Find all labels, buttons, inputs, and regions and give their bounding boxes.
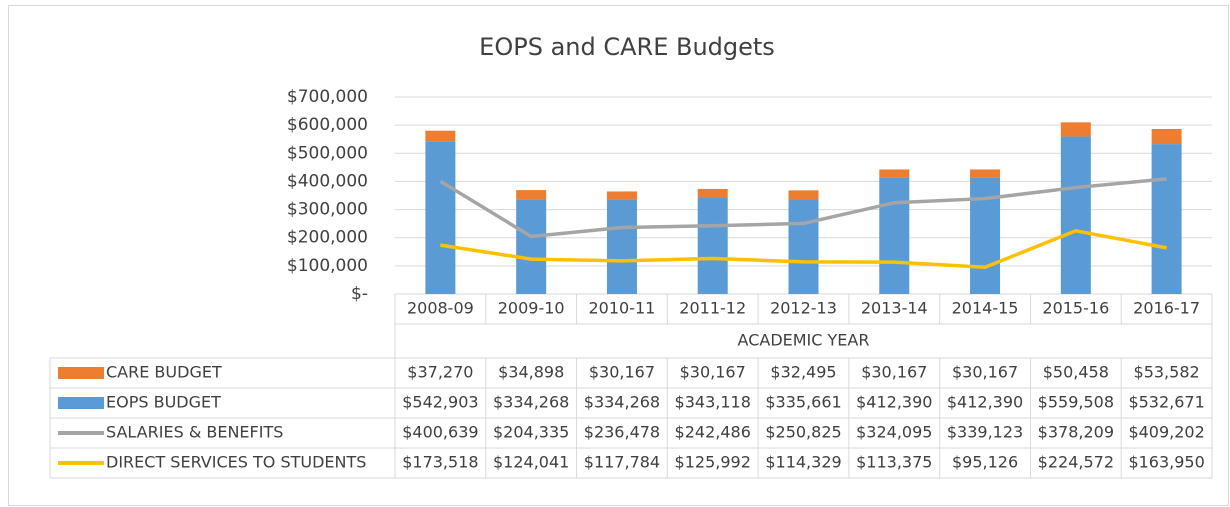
data-label: $30,167 [589, 363, 655, 382]
data-label: $334,268 [584, 393, 660, 412]
data-label: $53,582 [1134, 363, 1200, 382]
legend-label: EOPS BUDGET [106, 393, 221, 412]
data-label: $334,268 [493, 393, 569, 412]
data-label: $224,572 [1038, 453, 1114, 472]
bar [425, 130, 456, 142]
data-label: $34,898 [498, 363, 564, 382]
bar [1151, 144, 1182, 294]
data-label: $242,486 [675, 423, 751, 442]
x-axis-label: ACADEMIC YEAR [738, 331, 870, 350]
data-label: $113,375 [856, 453, 932, 472]
y-tick-label: $400,000 [287, 171, 368, 191]
data-label: $378,209 [1038, 423, 1114, 442]
x-tick-label: 2012-13 [770, 299, 837, 318]
bar [516, 190, 547, 200]
y-tick-label: $700,000 [287, 87, 368, 107]
data-label: $30,167 [952, 363, 1018, 382]
data-label: $324,095 [856, 423, 932, 442]
bar [697, 197, 728, 294]
data-label: $114,329 [765, 453, 841, 472]
y-tick-label: $500,000 [287, 143, 368, 163]
data-label: $163,950 [1128, 453, 1204, 472]
x-tick-label: 2016-17 [1133, 299, 1200, 318]
y-tick-label: $- [351, 284, 368, 304]
x-tick-label: 2009-10 [498, 299, 565, 318]
data-label: $30,167 [680, 363, 746, 382]
data-label: $343,118 [675, 393, 751, 412]
bar [1151, 129, 1182, 145]
legend-label: DIRECT SERVICES TO STUDENTS [106, 453, 366, 472]
bar [425, 141, 456, 294]
data-label: $542,903 [402, 393, 478, 412]
data-label: $173,518 [402, 453, 478, 472]
data-label: $30,167 [861, 363, 927, 382]
line [440, 229, 1167, 269]
x-tick-label: 2013-14 [861, 299, 928, 318]
legend-label: SALARIES & BENEFITS [106, 423, 283, 442]
bar [516, 199, 547, 294]
data-label: $204,335 [493, 423, 569, 442]
y-tick-label: $200,000 [287, 228, 368, 248]
bar [879, 169, 910, 178]
bar [697, 188, 728, 198]
legend-label: CARE BUDGET [106, 363, 222, 382]
bar [606, 191, 637, 200]
x-tick-label: 2008-09 [407, 299, 474, 318]
bar [970, 169, 1001, 178]
x-tick-label: 2015-16 [1042, 299, 1109, 318]
data-label: $50,458 [1043, 363, 1109, 382]
data-label: $117,784 [584, 453, 660, 472]
data-label: $412,390 [856, 393, 932, 412]
data-label: $124,041 [493, 453, 569, 472]
bar [788, 190, 819, 200]
data-label: $32,495 [770, 363, 836, 382]
x-tick-label: 2010-11 [589, 299, 656, 318]
data-label: $400,639 [402, 423, 478, 442]
y-tick-label: $100,000 [287, 256, 368, 276]
data-label: $95,126 [952, 453, 1018, 472]
x-tick-label: 2011-12 [679, 299, 746, 318]
legend-key [58, 397, 104, 409]
data-label: $532,671 [1128, 393, 1204, 412]
y-tick-label: $300,000 [287, 200, 368, 220]
data-label: $125,992 [675, 453, 751, 472]
x-tick-label: 2014-15 [952, 299, 1019, 318]
bar [606, 199, 637, 294]
bar [1060, 122, 1091, 137]
data-label: $250,825 [765, 423, 841, 442]
data-label: $409,202 [1128, 423, 1204, 442]
data-label: $559,508 [1038, 393, 1114, 412]
data-label: $37,270 [407, 363, 473, 382]
data-label: $412,390 [947, 393, 1023, 412]
data-label: $335,661 [765, 393, 841, 412]
bar [970, 177, 1001, 294]
line [439, 177, 1167, 239]
data-label: $339,123 [947, 423, 1023, 442]
chart-title: EOPS and CARE Budgets [479, 33, 775, 61]
bar [788, 199, 819, 294]
data-label: $236,478 [584, 423, 660, 442]
y-tick-label: $600,000 [287, 115, 368, 135]
bar [879, 177, 910, 294]
bar [1060, 136, 1091, 294]
legend-key [58, 367, 104, 379]
